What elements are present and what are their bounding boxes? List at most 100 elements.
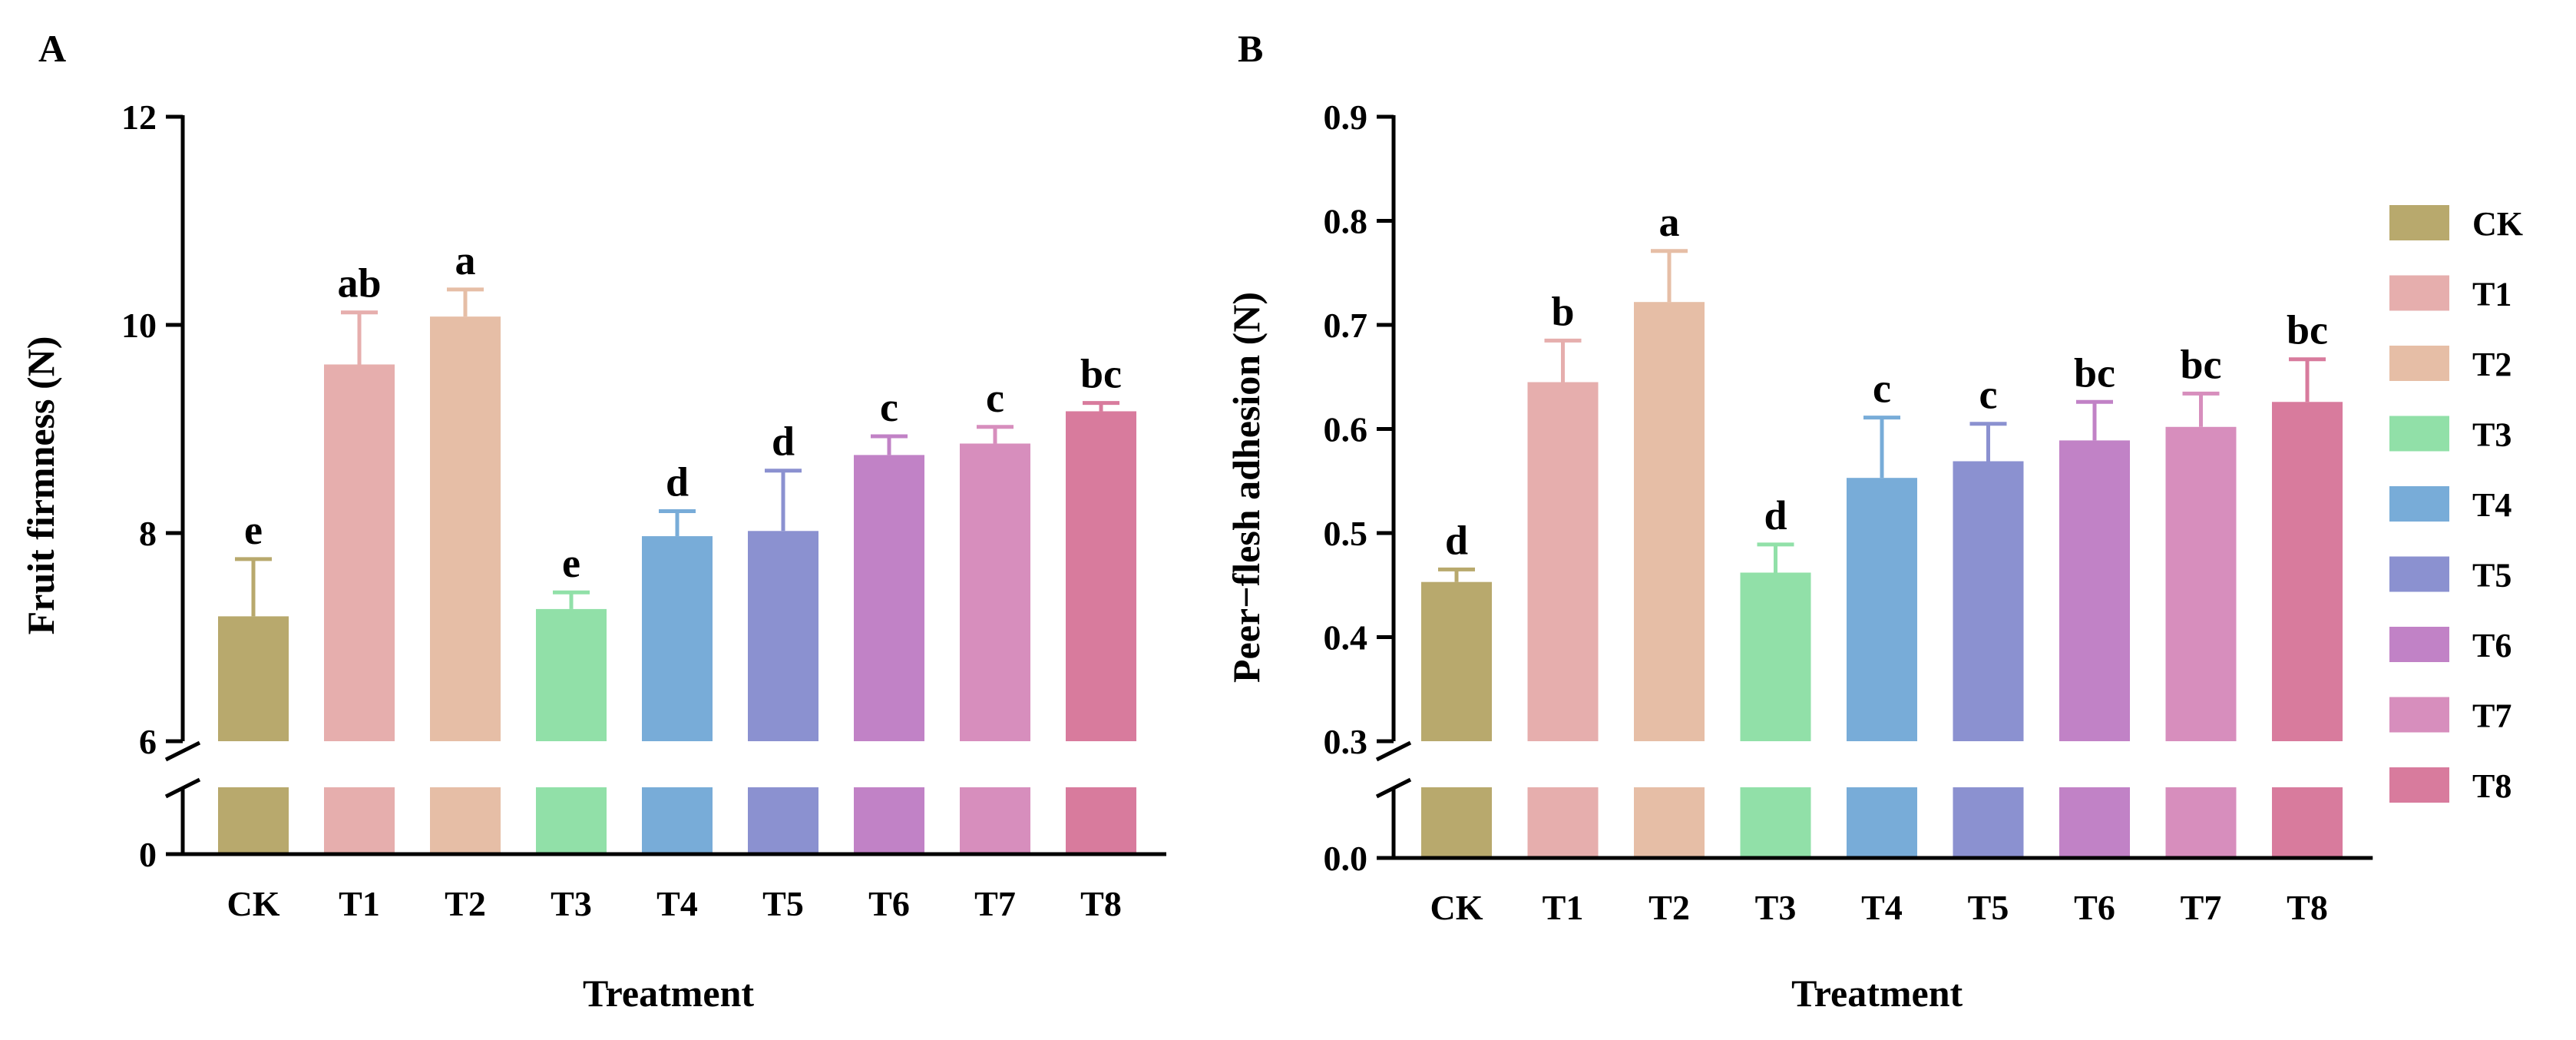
error-bar-t8 bbox=[2289, 357, 2326, 402]
y-tick-label: 0.6 bbox=[1324, 410, 1368, 449]
legend-swatch bbox=[2389, 767, 2449, 803]
legend-swatch bbox=[2389, 486, 2449, 522]
bar-t8 bbox=[2272, 402, 2343, 741]
y-axis-title: Peer−flesh adhesion (N) bbox=[1225, 292, 1268, 683]
significance-letter: e bbox=[244, 507, 263, 553]
significance-letter: d bbox=[1445, 517, 1468, 563]
x-tick-label: T1 bbox=[339, 884, 380, 923]
error-bar-ck bbox=[235, 557, 272, 617]
error-bar-t5 bbox=[765, 469, 802, 532]
error-bar-t7 bbox=[977, 425, 1014, 444]
bar-t7 bbox=[960, 443, 1030, 741]
legend-label: T2 bbox=[2472, 346, 2512, 383]
bar-t5 bbox=[1953, 461, 2024, 741]
x-tick-label: T3 bbox=[1755, 888, 1797, 927]
significance-letter: e bbox=[562, 540, 580, 586]
error-bar-t4 bbox=[1863, 416, 1900, 479]
legend-item-t8: T8 bbox=[2389, 767, 2512, 805]
legend-label: T1 bbox=[2472, 276, 2512, 313]
legend-label: T4 bbox=[2472, 486, 2512, 524]
x-tick-label: T4 bbox=[1861, 888, 1903, 927]
error-bar-t3 bbox=[1757, 542, 1794, 573]
y-tick-label: 0.3 bbox=[1324, 722, 1368, 761]
legend: CK T1 T2 T3 T4 T5 T6 T7 T8 bbox=[2389, 205, 2523, 805]
x-axis-title: Treatment bbox=[1791, 972, 1963, 1015]
bar-t3 bbox=[1740, 572, 1811, 741]
y-axis-title: Fruit firmness (N) bbox=[19, 336, 62, 635]
y-tick-label: 10 bbox=[121, 306, 157, 345]
significance-letter: c bbox=[986, 375, 1004, 421]
bar-t2 bbox=[430, 316, 501, 741]
x-tick-label: T2 bbox=[1648, 888, 1690, 927]
significance-letter: a bbox=[455, 237, 476, 283]
legend-swatch bbox=[2389, 697, 2449, 733]
significance-letter: bc bbox=[2181, 341, 2222, 387]
legend-item-t5: T5 bbox=[2389, 556, 2512, 595]
error-bar-t4 bbox=[659, 509, 696, 537]
legend-item-t6: T6 bbox=[2389, 627, 2512, 664]
y-tick-label: 0.8 bbox=[1324, 202, 1368, 241]
legend-label: T8 bbox=[2472, 767, 2512, 805]
bar-lower-t2 bbox=[1634, 787, 1705, 856]
error-bar-t8 bbox=[1083, 401, 1119, 412]
y-tick-label: 8 bbox=[139, 514, 157, 553]
y-tick-label: 0.9 bbox=[1324, 98, 1368, 137]
bar-lower-t1 bbox=[324, 787, 395, 853]
significance-letter: d bbox=[666, 459, 689, 505]
y-tick-label: 0.5 bbox=[1324, 514, 1368, 553]
x-tick-label: T4 bbox=[656, 884, 698, 923]
bar-t1 bbox=[324, 364, 395, 741]
panel-a: Ae CK ab T1 a T2 e T3 d T4 d T5 c T6 c T7 bc T8 12 10 8 6 0 Tre… bbox=[19, 27, 1166, 1015]
significance-letter: c bbox=[1979, 372, 1998, 418]
bar-t4 bbox=[1847, 478, 1917, 741]
y-tick-label: 0.0 bbox=[1324, 839, 1368, 878]
y-tick-label: 0 bbox=[139, 835, 157, 874]
bar-lower-t4 bbox=[1847, 787, 1917, 856]
significance-letter: d bbox=[772, 419, 795, 465]
error-bar-t1 bbox=[1544, 338, 1582, 383]
bar-lower-t1 bbox=[1527, 787, 1599, 856]
y-tick-label: 0.4 bbox=[1324, 618, 1368, 657]
legend-item-t1: T1 bbox=[2389, 275, 2512, 313]
bar-ck bbox=[1421, 581, 1492, 741]
significance-letter: ab bbox=[337, 260, 381, 306]
axis-break-mark bbox=[164, 740, 201, 799]
bar-t1 bbox=[1527, 382, 1599, 741]
bar-lower-t6 bbox=[2059, 787, 2130, 856]
significance-letter: d bbox=[1764, 492, 1787, 538]
x-tick-label: T1 bbox=[1543, 888, 1584, 927]
x-tick-label: T5 bbox=[762, 884, 804, 923]
bar-t2 bbox=[1634, 302, 1705, 741]
bar-lower-t4 bbox=[642, 787, 713, 853]
y-tick-label: 12 bbox=[121, 98, 157, 137]
significance-letter: b bbox=[1551, 288, 1574, 334]
x-tick-label: T8 bbox=[2287, 888, 2328, 927]
bar-t6 bbox=[854, 455, 924, 741]
error-bar-t6 bbox=[2076, 399, 2113, 441]
bar-lower-t7 bbox=[960, 787, 1030, 853]
error-bar-t6 bbox=[871, 434, 908, 455]
legend-label: CK bbox=[2472, 205, 2523, 243]
legend-label: T6 bbox=[2472, 627, 2512, 664]
bar-lower-t3 bbox=[536, 787, 607, 853]
x-tick-label: T3 bbox=[551, 884, 592, 923]
bar-lower-ck bbox=[1421, 787, 1492, 856]
bar-lower-ck bbox=[218, 787, 289, 853]
bar-lower-t5 bbox=[748, 787, 818, 853]
y-tick-label: 0.7 bbox=[1324, 306, 1368, 345]
legend-label: T3 bbox=[2472, 416, 2512, 454]
legend-swatch bbox=[2389, 627, 2449, 662]
bar-t7 bbox=[2165, 426, 2237, 741]
legend-item-t7: T7 bbox=[2389, 697, 2512, 735]
x-tick-label: CK bbox=[1430, 888, 1483, 927]
x-tick-label: T5 bbox=[1968, 888, 2009, 927]
bar-lower-t2 bbox=[430, 787, 501, 853]
legend-item-ck: CK bbox=[2389, 205, 2523, 243]
significance-letter: c bbox=[880, 384, 898, 430]
legend-swatch bbox=[2389, 205, 2449, 240]
panel-b: Bd CK b T1 a T2 d T3 c T4 c T5 bc T6 bc T7 bc T8 0.9 0.8 0.7… bbox=[1225, 27, 2373, 1015]
bar-lower-t3 bbox=[1740, 787, 1811, 856]
x-tick-label: T2 bbox=[445, 884, 486, 923]
y-tick-label: 6 bbox=[139, 722, 157, 761]
